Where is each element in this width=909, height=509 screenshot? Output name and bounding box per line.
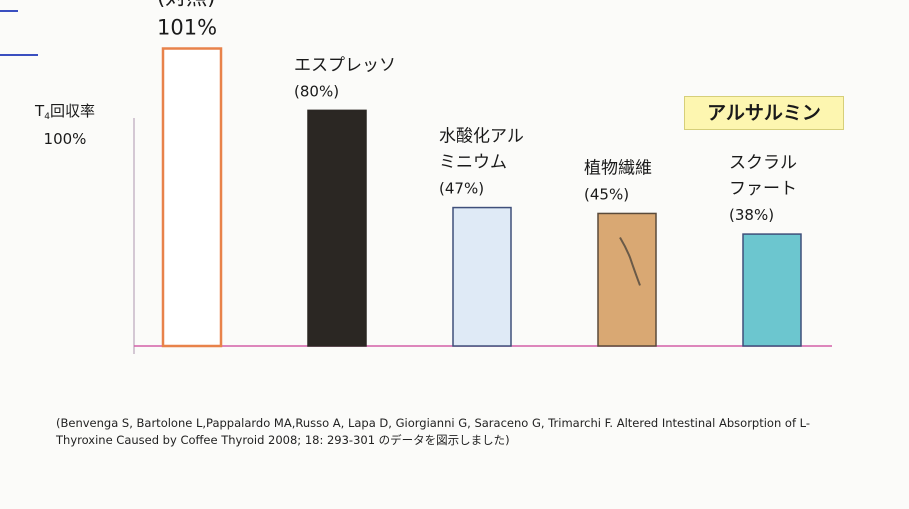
bar-4 bbox=[597, 212, 657, 347]
y-axis-label: T4回収率 100% bbox=[10, 100, 120, 150]
bar-1-label-line-3: 101% bbox=[157, 16, 217, 40]
y-axis-label-subscript: 4 bbox=[44, 112, 50, 122]
fiber-illustration bbox=[619, 236, 641, 286]
bar-5-label-line-1: スクラル bbox=[729, 153, 797, 173]
bar-1 bbox=[161, 47, 223, 348]
y-axis-label-value: 100% bbox=[43, 130, 87, 148]
bar-3-label-line-3: (47%) bbox=[439, 180, 484, 198]
bar-5-label-line-2: ファート bbox=[729, 179, 797, 199]
bar-2-label-line-1: エスプレッソ bbox=[294, 55, 396, 75]
bar-2-label-line-2: (80%) bbox=[294, 82, 339, 100]
bar-2 bbox=[307, 109, 367, 347]
citation: (Benvenga S, Bartolone L,Pappalardo MA,R… bbox=[56, 415, 856, 449]
bar-4-label-line-1: 植物繊維 bbox=[584, 158, 652, 178]
decorative-line-top bbox=[0, 10, 18, 12]
citation-line-1: (Benvenga S, Bartolone L,Pappalardo MA,R… bbox=[56, 416, 811, 430]
bar-3 bbox=[452, 206, 512, 347]
y-axis-label-main: 回収率 bbox=[49, 102, 95, 120]
bar-5 bbox=[742, 233, 802, 347]
bar-5-label-line-3: (38%) bbox=[729, 206, 774, 224]
citation-line-2: Thyroxine Caused by Coffee Thyroid 2008;… bbox=[56, 433, 510, 447]
bar-3-label-line-1: 水酸化アル bbox=[439, 127, 524, 147]
bar-1-label-line-2: (対照) bbox=[157, 0, 215, 10]
brand-badge: アルサルミン bbox=[684, 96, 844, 130]
decorative-line-mid bbox=[0, 54, 38, 56]
y-axis-label-prefix: T bbox=[35, 102, 45, 120]
bar-4-label-line-2: (45%) bbox=[584, 185, 629, 203]
bar-3-label-line-2: ミニウム bbox=[439, 153, 507, 173]
